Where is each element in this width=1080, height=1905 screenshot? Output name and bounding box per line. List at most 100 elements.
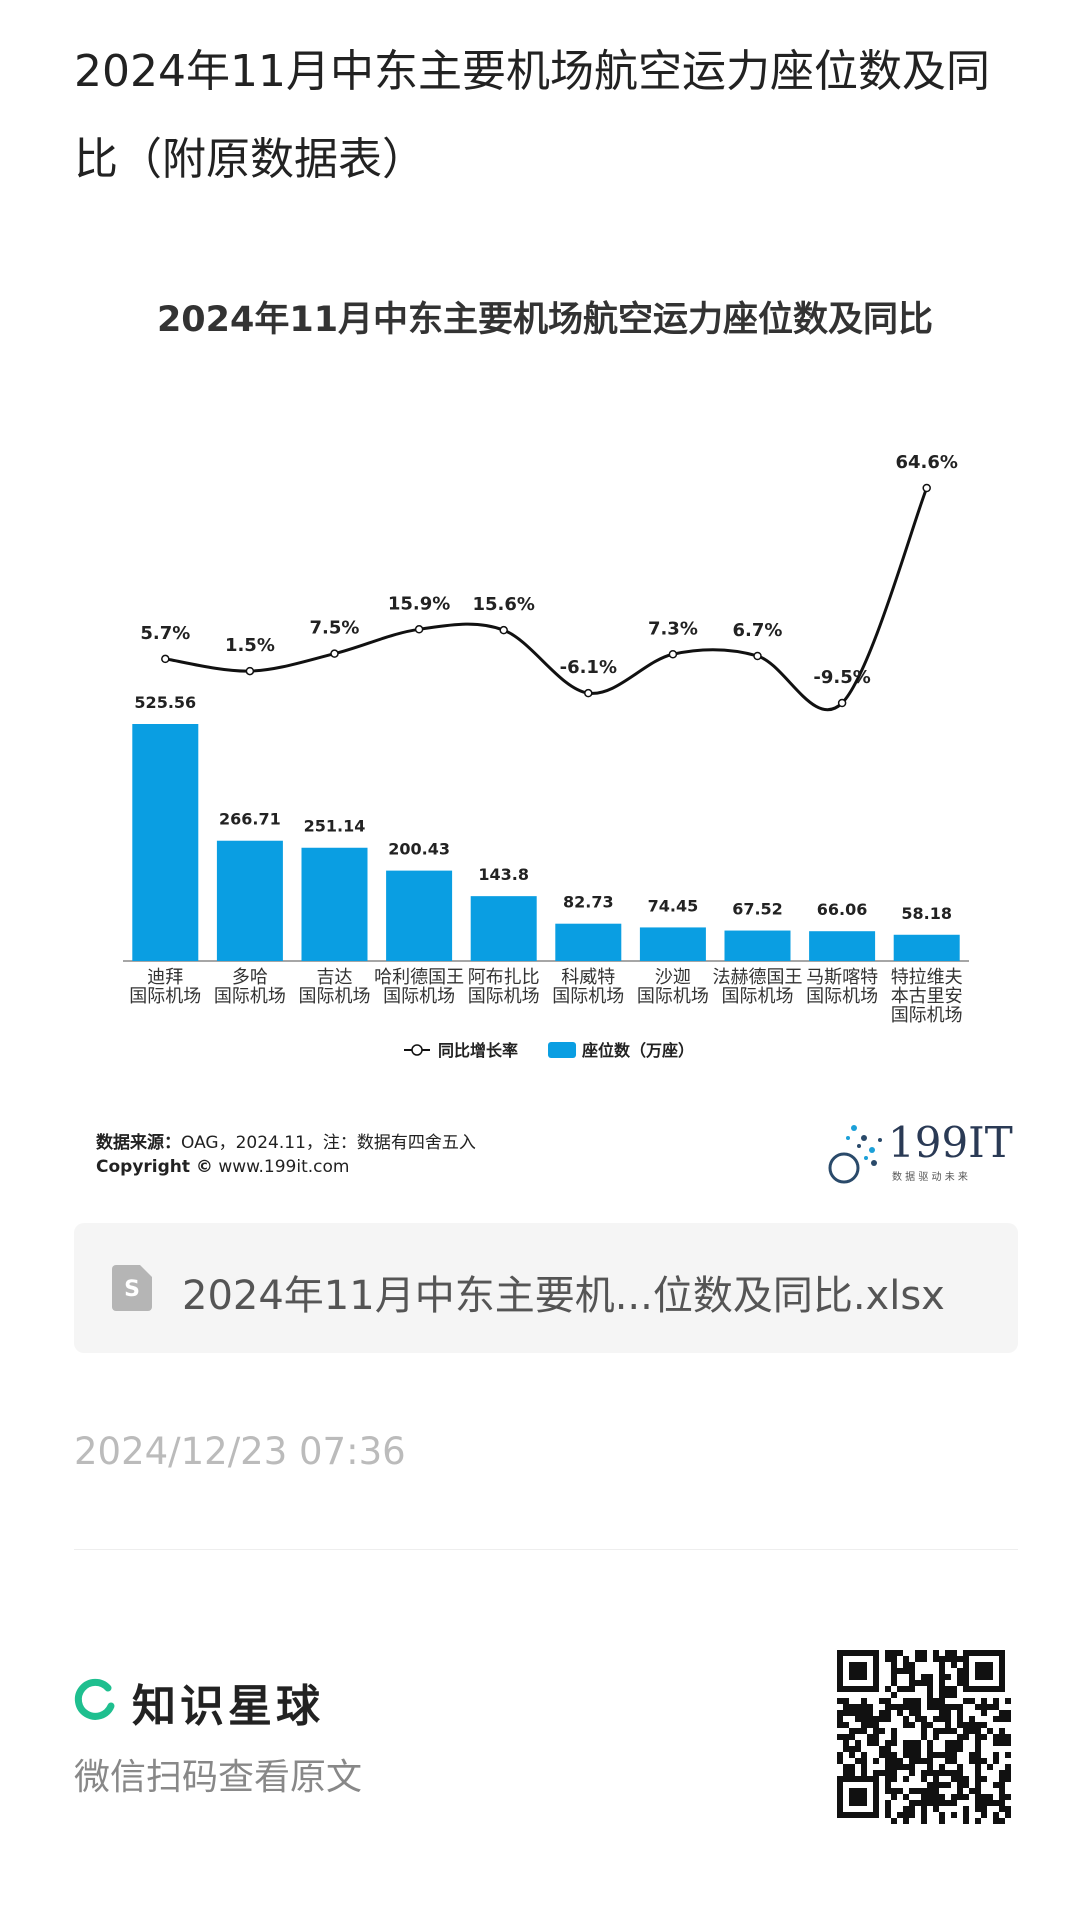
qr-module [903, 1656, 909, 1662]
qr-module [909, 1710, 915, 1716]
qr-module [969, 1788, 975, 1794]
qr-module [873, 1770, 879, 1776]
legend-marker [411, 1044, 423, 1056]
qr-module [999, 1728, 1005, 1734]
qr-module [957, 1722, 963, 1728]
chart-title: 2024年11月中东主要机场航空运力座位数及同比 [157, 299, 933, 340]
attachment-card[interactable]: S 2024年11月中东主要机...位数及同比.xlsx [74, 1223, 1018, 1353]
qr-module [999, 1794, 1005, 1800]
qr-module [873, 1734, 879, 1740]
line-value-label: 1.5% [225, 635, 275, 656]
bar-value-label: 82.73 [563, 893, 614, 912]
qr-module [891, 1704, 897, 1710]
qr-module [885, 1698, 891, 1704]
qr-module [873, 1716, 879, 1722]
qr-module [945, 1740, 951, 1746]
line-value-label: 15.9% [388, 593, 450, 614]
qr-module [975, 1770, 981, 1776]
qr-module [981, 1812, 987, 1818]
qr-module [915, 1710, 921, 1716]
bar [555, 923, 622, 961]
qr-module [837, 1716, 843, 1722]
bar [639, 927, 706, 961]
qr-module [975, 1788, 981, 1794]
qr-module [987, 1764, 993, 1770]
qr-module [969, 1698, 975, 1704]
bar [724, 930, 791, 961]
line-value-label: 15.6% [472, 594, 534, 615]
qr-module [939, 1662, 945, 1668]
chart: 2024年11月中东主要机场航空运力座位数及同比 525.56 266.71 251… [123, 299, 969, 1060]
qr-module [945, 1746, 951, 1752]
qr-module [981, 1698, 987, 1704]
qr-module [891, 1794, 897, 1800]
legend-swatch [548, 1042, 577, 1058]
x-tick-label: 马斯喀特 国际机场 [806, 967, 879, 1007]
qr-module [957, 1716, 963, 1722]
qr-module [993, 1752, 999, 1758]
qr-module [921, 1812, 927, 1818]
qr-module [837, 1710, 843, 1716]
x-tick-label: 特拉维夫 本古里安 国际机场 [890, 967, 963, 1026]
qr-module [951, 1662, 957, 1668]
qr-module [1005, 1776, 1011, 1782]
qr-module [945, 1710, 951, 1716]
qr-module [909, 1806, 915, 1812]
qr-module [963, 1818, 969, 1824]
qr-module [897, 1668, 903, 1674]
bar [132, 724, 199, 961]
qr-module [927, 1764, 933, 1770]
qr-module [885, 1800, 891, 1806]
qr-code[interactable] [837, 1650, 1011, 1824]
qr-module [969, 1758, 975, 1764]
qr-module [945, 1782, 951, 1788]
qr-module [933, 1782, 939, 1788]
qr-module [933, 1728, 939, 1734]
legend-label: 同比增长率 [438, 1041, 518, 1060]
qr-module [861, 1770, 867, 1776]
qr-module [993, 1782, 999, 1788]
qr-module [999, 1710, 1005, 1716]
bar-value-label: 200.43 [388, 840, 450, 859]
qr-module [909, 1764, 915, 1770]
qr-module [927, 1674, 933, 1680]
x-tick-label: 迪拜 国际机场 [129, 967, 202, 1007]
qr-module [921, 1776, 927, 1782]
qr-module [939, 1716, 945, 1722]
divider [74, 1549, 1018, 1550]
qr-module [903, 1686, 909, 1692]
qr-module [963, 1776, 969, 1782]
qr-module [975, 1662, 993, 1680]
qr-module [921, 1818, 927, 1824]
qr-module [885, 1788, 891, 1794]
bar [893, 934, 960, 961]
qr-module [957, 1710, 963, 1716]
qr-module [909, 1674, 915, 1680]
qr-module [939, 1728, 945, 1734]
qr-module [897, 1704, 903, 1710]
qr-module [921, 1728, 927, 1734]
qr-module [987, 1794, 993, 1800]
qr-module [909, 1752, 915, 1758]
qr-module [909, 1788, 915, 1794]
qr-module [1005, 1716, 1011, 1722]
qr-module [975, 1764, 981, 1770]
qr-module [969, 1716, 975, 1722]
x-tick-label: 法赫德国王 国际机场 [712, 967, 803, 1007]
qr-module [957, 1656, 963, 1662]
qr-module [927, 1686, 933, 1692]
qr-module [951, 1704, 957, 1710]
qr-module [921, 1716, 927, 1722]
qr-module [933, 1752, 939, 1758]
line-point [837, 698, 847, 708]
qr-module [1005, 1734, 1011, 1740]
qr-module [885, 1752, 891, 1758]
bar [301, 847, 368, 961]
qr-module [885, 1746, 891, 1752]
qr-module [921, 1650, 927, 1656]
qr-module [975, 1758, 981, 1764]
source: 数据来源：OAG，2024.11，注：数据有四舍五入 [96, 1128, 476, 1153]
qr-module [843, 1698, 849, 1704]
qr-module [837, 1698, 843, 1704]
